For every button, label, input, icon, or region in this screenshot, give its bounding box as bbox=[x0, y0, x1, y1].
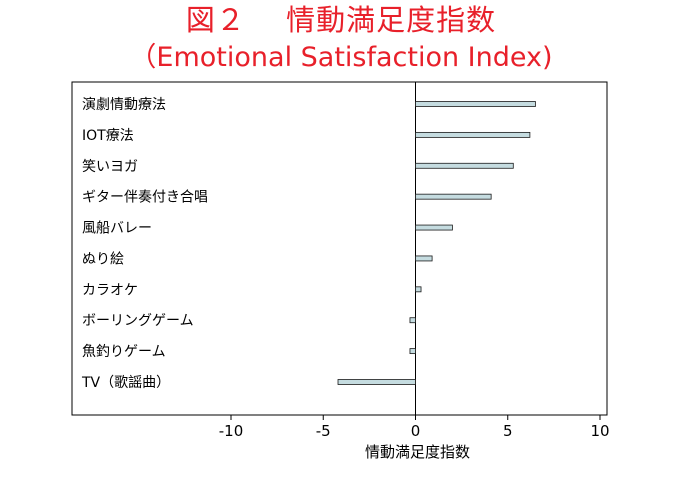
category-label: ぬり絵 bbox=[82, 251, 124, 267]
category-label: ギター伴奏付き合唱 bbox=[82, 190, 208, 206]
category-label: IOT療法 bbox=[82, 127, 134, 144]
category-label: 魚釣りゲーム bbox=[82, 344, 166, 360]
category-label: ボーリングゲーム bbox=[82, 313, 194, 329]
bar bbox=[415, 101, 536, 107]
bar bbox=[415, 224, 453, 231]
x-tick-label: -5 bbox=[316, 422, 331, 440]
category-label: TV（歌謡曲） bbox=[81, 375, 170, 391]
x-tick-label: 10 bbox=[590, 422, 609, 440]
bar bbox=[415, 193, 492, 200]
bar bbox=[409, 317, 416, 324]
x-tick-label: 0 bbox=[411, 422, 421, 440]
bar bbox=[415, 131, 531, 138]
plot-frame bbox=[71, 81, 608, 416]
category-label: 風船バレー bbox=[82, 221, 152, 237]
x-tick-label: 5 bbox=[503, 422, 513, 440]
category-label: カラオケ bbox=[82, 282, 138, 298]
bar bbox=[415, 162, 514, 169]
chart-subtitle: （Emotional Satisfaction Index) bbox=[129, 42, 553, 73]
chart-title: 図２ 情動満足度指数 bbox=[185, 3, 497, 37]
category-label: 笑いヨガ bbox=[82, 159, 138, 175]
bar bbox=[337, 379, 416, 385]
x-tick-label: -10 bbox=[219, 422, 244, 440]
bar bbox=[415, 255, 433, 262]
bar bbox=[415, 286, 422, 293]
bar bbox=[409, 348, 416, 355]
x-axis-label: 情動満足度指数 bbox=[365, 443, 470, 461]
category-label: 演劇情動療法 bbox=[82, 96, 166, 113]
